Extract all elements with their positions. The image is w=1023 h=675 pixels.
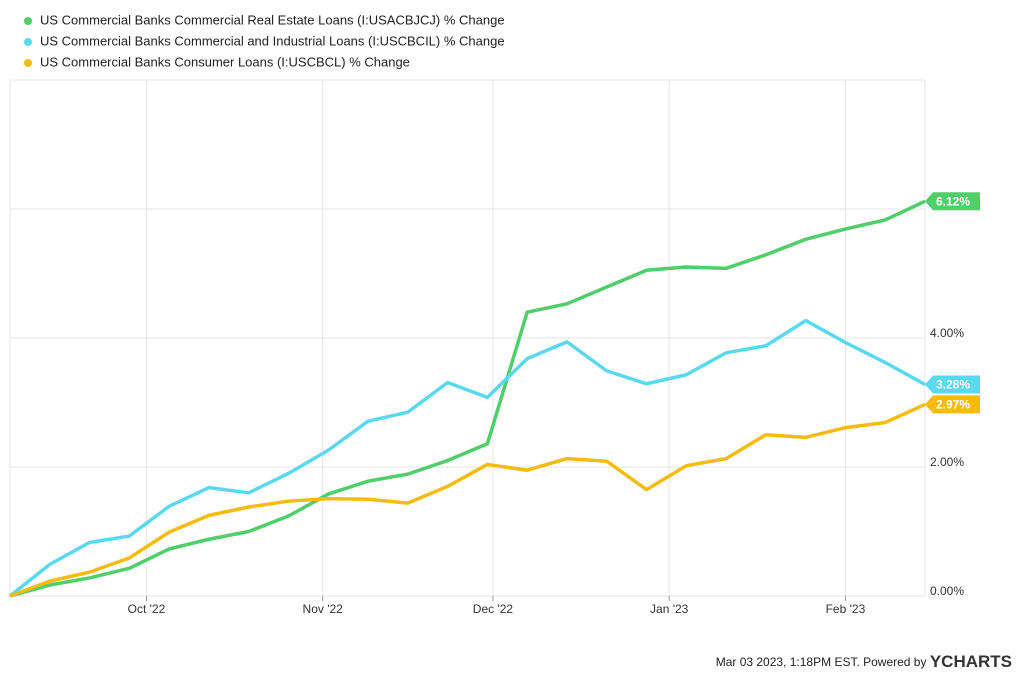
- end-label-box: [925, 192, 980, 211]
- footer-text: Mar 03 2023, 1:18PM EST. Powered by: [716, 655, 927, 669]
- x-tick-label: Jan '23: [650, 602, 689, 616]
- end-label-box: [925, 375, 980, 394]
- legend-label: US Commercial Banks Commercial Real Esta…: [40, 12, 505, 27]
- legend-label: US Commercial Banks Consumer Loans (I:US…: [40, 54, 410, 69]
- legend-label: US Commercial Banks Commercial and Indus…: [40, 33, 505, 48]
- y-tick-label: 2.00%: [930, 455, 964, 469]
- x-tick-label: Nov '22: [303, 602, 344, 616]
- x-tick-label: Oct '22: [128, 602, 166, 616]
- y-tick-label: 4.00%: [930, 326, 964, 340]
- series-line: [8, 318, 926, 598]
- series-line: [9, 199, 926, 598]
- x-tick-label: Dec '22: [473, 602, 514, 616]
- legend-marker: [24, 59, 32, 67]
- end-label: 3.28%: [936, 378, 970, 392]
- end-label-box: [925, 395, 980, 414]
- brand: YCHARTS: [930, 652, 1012, 671]
- legend-marker: [24, 17, 32, 25]
- legend-marker: [24, 38, 32, 46]
- footer: Mar 03 2023, 1:18PM EST. Powered by YCHA…: [716, 652, 1012, 671]
- end-label: 6.12%: [936, 194, 970, 208]
- end-label: 2.97%: [936, 398, 970, 412]
- series-line: [9, 402, 926, 598]
- y-tick-label: 0.00%: [930, 584, 964, 598]
- x-tick-label: Feb '23: [826, 602, 866, 616]
